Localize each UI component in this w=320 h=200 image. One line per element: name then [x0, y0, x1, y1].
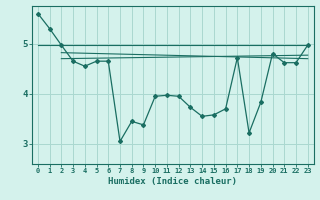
X-axis label: Humidex (Indice chaleur): Humidex (Indice chaleur) [108, 177, 237, 186]
